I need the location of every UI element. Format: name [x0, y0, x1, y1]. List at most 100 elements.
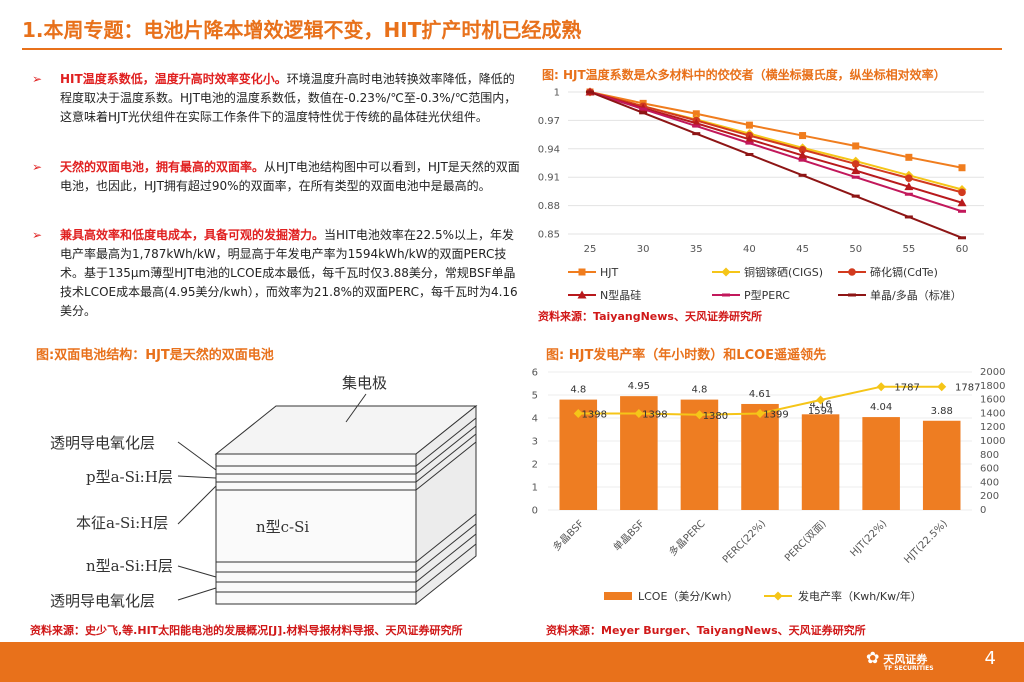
- fig1-title: 图: HJT温度系数是众多材料中的佼佼者（横坐标摄氏度，纵坐标相对效率）: [542, 68, 946, 82]
- right-y-tick-label: 0: [980, 505, 986, 516]
- leader-line: [177, 441, 217, 471]
- chart3-right-y-ticks: 0 200 400 600 800 1000 1200 1400 1600 1800 2000: [980, 367, 1005, 516]
- yield-point: [694, 410, 704, 420]
- y-tick-label: 0.85: [538, 230, 560, 241]
- y-tick-label: 1: [554, 88, 560, 99]
- left-y-tick-label: 0: [532, 506, 538, 517]
- x-tick-label: 55: [902, 244, 915, 255]
- footer-bar: [0, 642, 1024, 682]
- x-tick-label: 30: [637, 244, 650, 255]
- leader-line: [177, 587, 217, 601]
- bullet-highlight: 天然的双面电池，拥有最高的双面率。: [60, 160, 265, 174]
- legend-swatch-bar: [604, 592, 632, 600]
- n-silicon-label: n型c-Si: [256, 518, 309, 536]
- leader-line: [177, 485, 217, 525]
- yield-data-label: 1399: [763, 409, 788, 420]
- slide-title: 1.本周专题：电池片降本增效逻辑不变，HIT扩产时机已经成熟: [22, 18, 582, 42]
- data-point: [798, 173, 807, 177]
- bullet-text: 环境温度升高时电池转换效率降低，降低的程度取决于温度系数。HJT电池的温度系数低…: [60, 72, 517, 124]
- lcoe-data-label: 4.04: [870, 402, 892, 413]
- data-point: [692, 124, 701, 128]
- right-y-tick-label: 1400: [980, 408, 1005, 419]
- bullet-temperature: ➢ HIT温度系数低，温度升高时效率变化小。环境温度升高时电池转换效率降低，降低…: [32, 70, 524, 127]
- lcoe-data-label: 4.95: [628, 381, 650, 392]
- lcoe-yield-combo-chart: 0 1 2 3 4 5 6 0 200 400 600 800 1000 1200 1400 1600 180…: [532, 367, 1006, 603]
- data-point: [851, 175, 860, 179]
- x-category-label: PERC(双面): [782, 518, 828, 564]
- right-y-tick-label: 1000: [980, 436, 1005, 447]
- lcoe-data-label: 4.8: [570, 385, 586, 396]
- series-line: [589, 91, 963, 194]
- bullet-highlight: 兼具高效率和低度电成本，具备可观的发掘潜力。: [60, 228, 325, 242]
- data-point: [799, 132, 807, 140]
- lcoe-bar: [741, 403, 779, 510]
- intrinsic-layer-label: 本征a-Si:H层: [76, 514, 168, 532]
- series-line: [589, 91, 963, 239]
- logo-text: 天风证券: [883, 653, 928, 666]
- legend-label: 铜铟镓硒(CIGS): [744, 265, 823, 279]
- data-point: [904, 215, 913, 219]
- series-line: [589, 91, 963, 204]
- chart3-line: 1398 1398 1380 1399 1594 1787 1787: [573, 382, 980, 422]
- right-y-tick-label: 1800: [980, 381, 1005, 392]
- bullet-efficiency-cost: ➢ 兼具高效率和低度电成本，具备可观的发掘潜力。当HIT电池效率在22.5%以上…: [32, 226, 524, 321]
- legend-label: N型晶硅: [600, 288, 641, 302]
- bullet-text: 当HIT电池效率在22.5%以上，年发电产率最高为1,787kWh/kW，明显高…: [60, 228, 518, 318]
- data-point: [905, 174, 913, 182]
- x-category-label: HJT(22%): [849, 518, 890, 559]
- series-line: [589, 91, 963, 213]
- yield-data-label: 1787: [955, 383, 980, 394]
- legend-marker: [577, 290, 587, 299]
- x-tick-label: 40: [743, 244, 756, 255]
- x-category-label: 多晶PERC: [666, 517, 708, 559]
- right-y-tick-label: 200: [980, 491, 999, 502]
- left-y-tick-label: 5: [532, 391, 538, 402]
- x-tick-label: 25: [584, 244, 597, 255]
- x-tick-label: 50: [849, 244, 862, 255]
- yield-point: [937, 382, 947, 392]
- left-y-tick-label: 1: [532, 483, 538, 494]
- data-point: [958, 188, 966, 197]
- chart3-legend: LCOE（美分/Kwh） 发电产率（Kwh/Kw/年）: [604, 589, 922, 603]
- left-y-tick-label: 3: [532, 437, 538, 448]
- chart1-series: [585, 87, 967, 240]
- fig2-title: 图:双面电池结构：HJT是天然的双面电池: [36, 348, 274, 363]
- x-category-label: HJT(22.5%): [902, 518, 950, 566]
- lcoe-data-label: 4.61: [749, 389, 771, 400]
- page-number: 4: [984, 648, 996, 669]
- yield-data-label: 1594: [808, 406, 833, 417]
- data-point: [639, 107, 648, 111]
- lcoe-data-label: 3.88: [931, 406, 953, 417]
- collector-label: 集电极: [342, 374, 387, 392]
- y-tick-label: 0.94: [538, 144, 560, 155]
- x-category-label: 多晶BSF: [550, 517, 587, 554]
- legend-marker: [848, 268, 856, 276]
- bullet-bifacial: ➢ 天然的双面电池，拥有最高的双面率。从HJT电池结构图中可以看到，HJT是天然…: [32, 158, 524, 196]
- lcoe-bar: [922, 420, 961, 510]
- y-tick-label: 0.97: [538, 116, 560, 127]
- data-point: [798, 145, 807, 154]
- fig3-source: 资料来源：Meyer Burger、TaiyangNews、天风证券研究所: [546, 624, 866, 637]
- legend-label: HJT: [600, 266, 619, 279]
- temperature-line-chart: 0.85 0.88 0.91 0.94 0.97 1 25 30 35 40 45 50 55 60 H…: [538, 87, 984, 302]
- yield-point: [816, 395, 826, 405]
- yield-data-label: 1787: [894, 383, 919, 394]
- chart1-x-ticks: 25 30 35 40 45 50 55 60: [584, 244, 969, 255]
- right-y-tick-label: 2000: [980, 367, 1005, 378]
- legend-marker: [722, 293, 730, 297]
- yield-data-label: 1380: [703, 411, 728, 422]
- lcoe-data-label: 4.16: [809, 399, 831, 410]
- x-tick-label: 45: [796, 244, 809, 255]
- leader-line: [177, 565, 217, 578]
- data-point: [958, 236, 966, 240]
- data-point: [745, 121, 753, 129]
- logo-subtext: TF SECURITIES: [884, 665, 934, 672]
- lcoe-bar: [801, 414, 840, 510]
- fig2-source: 资料来源：史少飞,等.HIT太阳能电池的发展概况[J].材料导报材料导报、天风证…: [30, 624, 463, 637]
- data-point: [851, 166, 861, 175]
- bifacial-structure-diagram: 集电极 透明导电氧化层 p型a-Si:H层 本征a-Si:H层 n型c-Si n…: [50, 374, 478, 610]
- series-line: [589, 91, 963, 169]
- right-y-tick-label: 600: [980, 464, 999, 475]
- data-point: [692, 132, 701, 136]
- data-point: [904, 182, 914, 191]
